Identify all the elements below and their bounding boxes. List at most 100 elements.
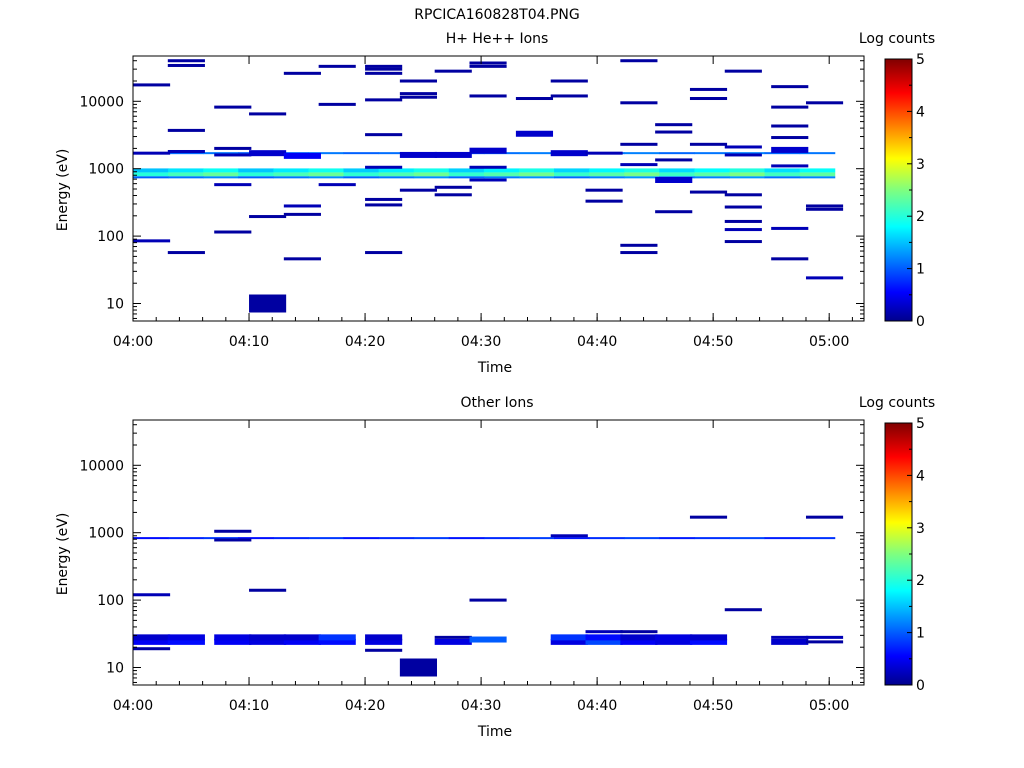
x-tick-label: 04:00 <box>113 698 153 714</box>
heatmap-cell <box>283 638 321 645</box>
heatmap-cell <box>318 64 356 68</box>
heatmap-cell <box>689 190 728 194</box>
heatmap-band <box>238 176 274 179</box>
heatmap-cell <box>724 193 762 197</box>
axes: 04:00 04:10 04:20 04:30 04:40 04:50 05:00 10 100… <box>79 420 864 714</box>
heatmap-band <box>343 152 380 155</box>
heatmap-band <box>308 168 345 173</box>
figure-title: RPCICA160828T04.PNG <box>414 7 579 23</box>
heatmap-band <box>273 172 309 177</box>
heatmap-band <box>168 537 204 540</box>
heatmap-cell <box>434 638 472 645</box>
heatmap-cell <box>585 630 623 634</box>
heatmap-cell <box>167 59 205 63</box>
heatmap-cell <box>550 534 588 538</box>
heatmap-cell <box>469 61 507 65</box>
heatmap-band <box>659 168 695 173</box>
x-tick-label: 04:20 <box>345 334 385 350</box>
x-axis-label: Time <box>477 360 512 376</box>
heatmap-band <box>168 172 204 177</box>
heatmap-band <box>659 152 695 155</box>
heatmap-cell <box>133 647 171 651</box>
heatmap-cell <box>805 640 844 644</box>
heatmap-band <box>694 168 730 173</box>
heatmap-band <box>133 176 169 179</box>
heatmap-cell <box>249 215 287 219</box>
y-axis-label: Energy (eV) <box>55 513 71 596</box>
heatmap-cell <box>550 150 588 157</box>
heatmap-cell <box>805 276 844 280</box>
heatmap-cell <box>283 212 321 216</box>
heatmap-cell <box>249 112 287 116</box>
heatmap-cell <box>214 529 252 533</box>
heatmap-cell <box>724 228 762 232</box>
heatmap-cell <box>133 593 171 597</box>
heatmap-band <box>343 168 380 173</box>
colorbar-tick-label: 2 <box>916 573 925 589</box>
x-axis-label: Time <box>477 724 512 740</box>
heatmap-cell <box>655 123 693 127</box>
heatmap-cell <box>805 635 844 639</box>
heatmap-band <box>729 152 766 155</box>
heatmap-cell <box>689 634 728 641</box>
heatmap-cell <box>167 634 205 641</box>
heatmap-cell <box>283 204 321 208</box>
y-tick-label: 1000 <box>88 162 124 178</box>
heatmap-cell <box>318 102 356 106</box>
heatmap-band <box>378 176 415 179</box>
heatmap-cell <box>805 204 844 208</box>
heatmap-cell <box>133 151 171 155</box>
heatmap-band <box>589 176 625 179</box>
heatmap-band <box>624 176 660 179</box>
heatmap-cell <box>365 634 403 641</box>
heatmap-cell <box>214 638 252 645</box>
heatmap-cell <box>434 185 472 189</box>
heatmap-band <box>518 172 555 177</box>
heatmap-cell <box>365 648 403 652</box>
heatmap-band <box>589 168 625 173</box>
heatmap-cell <box>724 219 762 223</box>
heatmap-cell <box>771 85 809 89</box>
y-tick-label: 100 <box>97 229 124 245</box>
heatmap-band <box>308 176 345 179</box>
heatmap-band <box>729 172 766 177</box>
heatmap-band <box>518 176 555 179</box>
heatmap-cell <box>655 634 693 641</box>
heatmap-cell <box>365 98 403 102</box>
colorbar-label: Log counts <box>859 31 935 47</box>
heatmap-band <box>413 168 450 173</box>
heatmap-band <box>589 172 625 177</box>
x-tick-label: 04:20 <box>345 698 385 714</box>
heatmap-band <box>448 176 485 179</box>
colorbar-gradient <box>884 422 913 686</box>
heatmap-cell <box>318 183 356 187</box>
heatmap-cell <box>167 638 205 645</box>
heatmap-band <box>624 537 660 540</box>
heatmap-band <box>203 172 239 177</box>
heatmap-band <box>483 172 520 177</box>
y-axis-label: Energy (eV) <box>55 149 71 232</box>
heatmap-cell <box>585 151 623 155</box>
heatmap-band <box>694 152 730 155</box>
heatmap-band <box>764 537 801 540</box>
heatmap-cell <box>399 658 438 677</box>
colorbar-tick-label: 3 <box>916 521 925 537</box>
x-tick-label: 04:40 <box>577 698 617 714</box>
y-tick-label: 10 <box>106 661 124 677</box>
heatmap-band <box>273 168 309 173</box>
heatmap-cell <box>283 71 321 75</box>
panel-title: H+ He++ Ions <box>446 31 549 47</box>
heatmap-cell <box>620 243 658 247</box>
heatmap-cell <box>365 165 403 169</box>
heatmap-cell <box>805 207 844 211</box>
x-tick-label: 04:40 <box>577 334 617 350</box>
heatmap-cell <box>214 146 252 150</box>
heatmap-band <box>308 537 345 540</box>
heatmap-cell <box>133 638 171 645</box>
heatmap-band <box>378 168 415 173</box>
heatmap-cell <box>771 638 809 645</box>
heatmap-band <box>308 152 345 155</box>
y-tick-label: 10000 <box>79 458 124 474</box>
heatmap-cell <box>365 203 403 207</box>
x-tick-label: 05:00 <box>809 698 849 714</box>
